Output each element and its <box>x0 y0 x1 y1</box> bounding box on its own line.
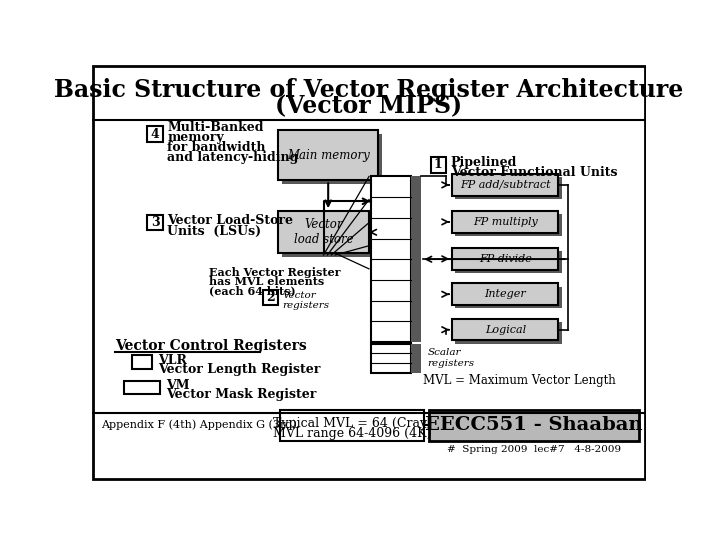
Text: Logical: Logical <box>485 325 526 335</box>
Text: 3: 3 <box>150 216 159 229</box>
Bar <box>132 355 152 369</box>
Bar <box>431 157 446 173</box>
Bar <box>278 130 378 180</box>
Bar <box>371 177 410 342</box>
Text: Appendix F (4th) Appendix G (3rd): Appendix F (4th) Appendix G (3rd) <box>101 420 297 430</box>
Text: VLR: VLR <box>158 354 187 367</box>
Text: Vector Mask Register: Vector Mask Register <box>166 388 316 401</box>
Text: Vector
load store: Vector load store <box>294 218 354 246</box>
Bar <box>452 211 559 233</box>
Text: Main memory: Main memory <box>287 149 369 162</box>
Bar <box>410 177 421 342</box>
Bar <box>455 322 562 343</box>
Text: has MVL elements: has MVL elements <box>209 276 324 287</box>
Bar <box>278 211 369 253</box>
Text: Pipelined: Pipelined <box>451 156 517 169</box>
Text: 4: 4 <box>150 127 159 140</box>
Bar <box>148 215 163 231</box>
Text: Multi-Banked: Multi-Banked <box>167 122 264 134</box>
Text: VM: VM <box>166 379 189 392</box>
Bar <box>455 251 562 273</box>
Text: (each 64 bits): (each 64 bits) <box>209 286 295 296</box>
Bar <box>148 126 163 142</box>
Text: Each Vector Register: Each Vector Register <box>209 267 341 278</box>
Bar <box>410 343 421 373</box>
Text: and latency-hiding: and latency-hiding <box>167 151 299 164</box>
Text: Vector: Vector <box>283 291 317 300</box>
Text: EECC551 - Shaaban: EECC551 - Shaaban <box>425 416 642 434</box>
Bar <box>452 319 559 340</box>
Text: FP multiply: FP multiply <box>473 217 538 227</box>
Text: Units  (LSUs): Units (LSUs) <box>167 225 261 238</box>
Bar <box>282 134 382 184</box>
Text: for bandwidth: for bandwidth <box>167 141 266 154</box>
Text: Vector Control Registers: Vector Control Registers <box>115 339 307 353</box>
Text: Basic Structure of Vector Register Architecture: Basic Structure of Vector Register Archi… <box>55 78 683 102</box>
Bar <box>455 214 562 236</box>
Text: #  Spring 2009  lec#7   4-8-2009: # Spring 2009 lec#7 4-8-2009 <box>446 446 621 454</box>
Bar <box>282 215 373 257</box>
Text: registers: registers <box>283 301 330 309</box>
Text: MVL = Maximum Vector Length: MVL = Maximum Vector Length <box>423 374 616 387</box>
Text: 2: 2 <box>266 291 275 304</box>
Text: Scalar
registers: Scalar registers <box>428 348 474 368</box>
Text: Vector Load-Store: Vector Load-Store <box>167 214 293 227</box>
Bar <box>429 410 639 441</box>
Text: Vector Functional Units: Vector Functional Units <box>451 166 617 179</box>
Bar <box>263 289 278 305</box>
Bar <box>279 410 425 441</box>
Bar <box>455 177 562 199</box>
Bar <box>452 248 559 269</box>
Bar <box>452 174 559 195</box>
Text: 1: 1 <box>434 158 443 171</box>
Text: Vector Length Register: Vector Length Register <box>158 363 320 376</box>
Text: (Vector MIPS): (Vector MIPS) <box>276 94 462 118</box>
Text: memory: memory <box>167 131 224 144</box>
Bar <box>371 343 410 373</box>
Text: Typical MVL = 64 (Cray): Typical MVL = 64 (Cray) <box>273 417 431 430</box>
Text: FP divide: FP divide <box>479 254 532 264</box>
Text: MVL range 64-4096 (4K): MVL range 64-4096 (4K) <box>273 427 431 440</box>
Bar <box>455 287 562 308</box>
Bar <box>124 381 160 394</box>
Text: FP add/subtract: FP add/subtract <box>460 180 551 190</box>
Text: Integer: Integer <box>485 289 526 299</box>
Bar <box>452 284 559 305</box>
